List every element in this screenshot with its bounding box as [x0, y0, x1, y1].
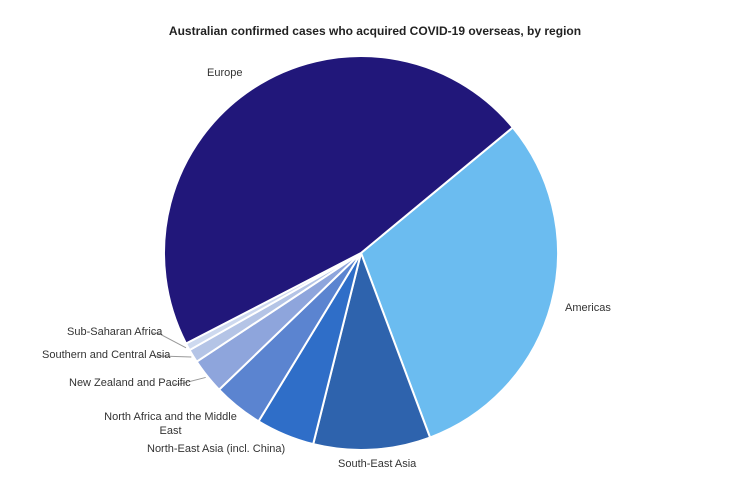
pie-slice-americas [359, 126, 559, 439]
slice-label-north-africa-middle-east: North Africa and the Middle East [104, 411, 237, 437]
slice-label-sub-saharan-africa: Sub-Saharan Africa [67, 326, 163, 338]
chart-title: Australian confirmed cases who acquired … [168, 24, 582, 38]
leader-line [152, 332, 187, 349]
leader-line [174, 376, 206, 385]
slice-label-south-east-asia: South-East Asia [338, 458, 417, 470]
slice-label-americas: Americas [565, 302, 611, 314]
slice-label-new-zealand-pacific: New Zealand and Pacific [69, 377, 191, 389]
slice-label-europe: Europe [207, 67, 243, 79]
pie-slice-south-east-asia [311, 249, 432, 451]
slice-label-southern-central-asia: Southern and Central Asia [42, 349, 171, 361]
slice-label-north-east-asia: North-East Asia (incl. China) [147, 443, 286, 455]
pie-slice-europe [163, 54, 515, 345]
leader-line [154, 355, 192, 358]
